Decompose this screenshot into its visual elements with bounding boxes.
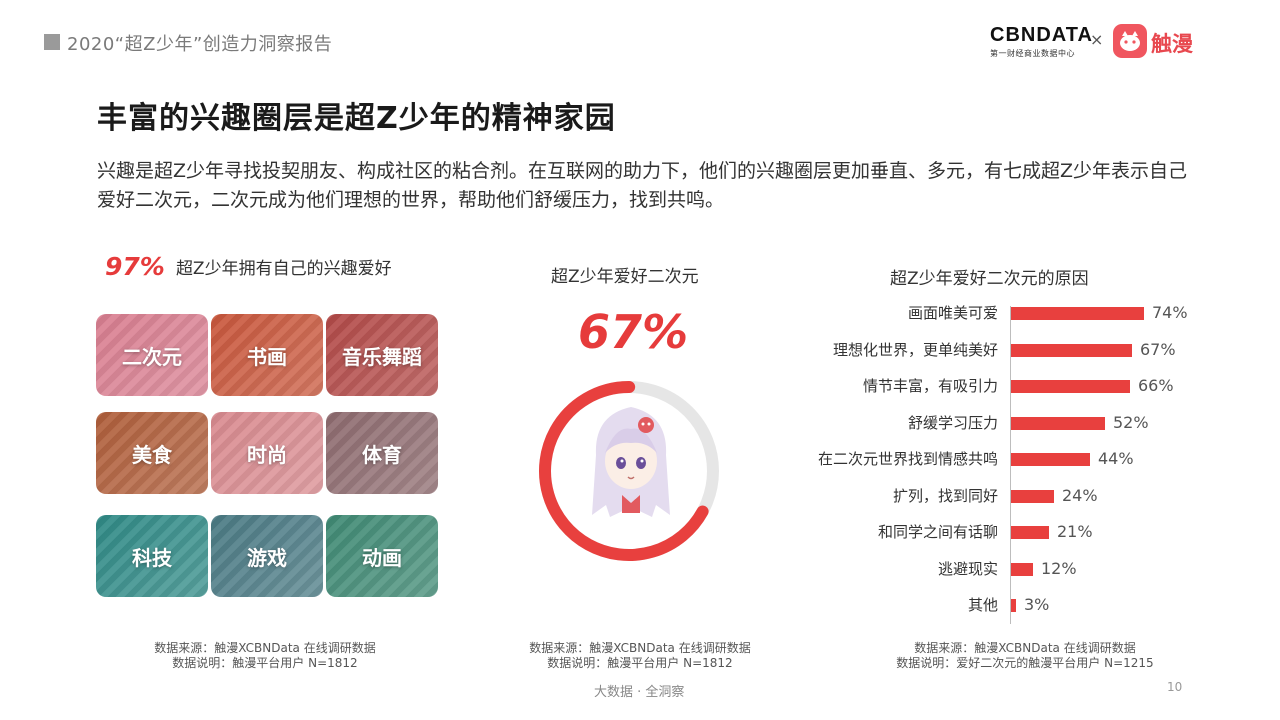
bar — [1011, 562, 1033, 576]
interest-label: 超Z少年拥有自己的兴趣爱好 — [175, 259, 392, 279]
bar-category-label: 逃避现实 — [937, 559, 998, 578]
right-source-line: 数据来源：触漫XCBNData 在线调研数据 — [914, 641, 1136, 655]
page-title: 丰富的兴趣圈层是超Z少年的精神家园 — [97, 101, 616, 136]
interest-tile: 科技 — [96, 515, 208, 597]
anime-donut — [539, 381, 719, 561]
bar-value-label: 52% — [1113, 412, 1149, 432]
interest-tile: 美食 — [96, 412, 208, 494]
interest-tiles: 二次元 书画 音乐舞蹈 美食 时尚 体育 科技 游戏 动画 — [96, 314, 438, 598]
bar-row: 其他 3% — [800, 595, 1220, 615]
bar — [1011, 343, 1132, 357]
interest-tile: 动画 — [326, 515, 438, 597]
interest-tile-label: 体育 — [362, 442, 402, 467]
interest-stat: 97% — [105, 252, 165, 281]
logo-separator: × — [1090, 30, 1104, 49]
interest-tile-label: 动画 — [362, 545, 402, 570]
bar-row: 情节丰富，有吸引力 66% — [800, 376, 1220, 396]
anime-stat: 67% — [578, 305, 689, 359]
bar-value-label: 67% — [1140, 339, 1176, 359]
footer-slogan: 大数据 · 全洞察 — [594, 685, 685, 700]
bar-category-label: 画面唯美可爱 — [907, 304, 998, 322]
intro-paragraph: 兴趣是超Z少年寻找投契朋友、构成社区的粘合剂。在互联网的助力下，他们的兴趣圈层更… — [97, 160, 1188, 211]
bar — [1011, 307, 1144, 320]
cbndata-logo-subtitle: 第一财经商业数据中心 — [990, 49, 1075, 58]
interest-tile-label: 游戏 — [247, 545, 287, 570]
bar-value-label: 21% — [1057, 522, 1093, 541]
bar-row: 画面唯美可爱 74% — [800, 303, 1220, 323]
interest-tile-label: 音乐舞蹈 — [342, 344, 422, 369]
anime-title: 超Z少年爱好二次元 — [551, 267, 699, 287]
interest-tile: 二次元 — [96, 314, 208, 396]
interest-tile-label: 科技 — [132, 545, 172, 570]
reasons-chart-axis — [1010, 306, 1011, 624]
interest-tile: 游戏 — [211, 515, 323, 597]
interest-tile-label: 书画 — [247, 344, 287, 369]
reasons-bar-chart: 画面唯美可爱 74% 理想化世界，更单纯美好 67% 情节丰富，有吸引力 66% 舒缓学习压… — [800, 303, 1220, 633]
anime-girl-mascot — [592, 407, 670, 517]
bar-value-label: 74% — [1152, 303, 1188, 322]
mid-source-note: 数据来源：触漫XCBNData 在线调研数据 数据说明：触漫平台用户 N=181… — [510, 641, 770, 671]
bar-row: 逃避现实 12% — [800, 559, 1220, 579]
bar-row: 扩列，找到同好 24% — [800, 486, 1220, 506]
reasons-chart-title: 超Z少年爱好二次元的原因 — [890, 269, 1089, 289]
right-source-note: 数据来源：触漫XCBNData 在线调研数据 数据说明：爱好二次元的触漫平台用户… — [880, 641, 1170, 671]
bar — [1011, 599, 1016, 612]
left-source-line: 数据来源：触漫XCBNData 在线调研数据 — [154, 641, 376, 655]
bar — [1011, 526, 1049, 539]
bar-row: 在二次元世界找到情感共鸣 44% — [800, 449, 1220, 469]
left-source-note: 数据来源：触漫XCBNData 在线调研数据 数据说明：触漫平台用户 N=181… — [130, 641, 400, 671]
bar-category-label: 和同学之间有话聊 — [877, 523, 998, 541]
bar-value-label: 44% — [1098, 449, 1134, 468]
chuman-logo-text: 触漫 — [1151, 32, 1193, 56]
interest-tile: 体育 — [326, 412, 438, 494]
bar-category-label: 其他 — [967, 596, 998, 614]
interest-tile: 时尚 — [211, 412, 323, 494]
bar-category-label: 在二次元世界找到情感共鸣 — [817, 450, 998, 468]
interest-tile-label: 美食 — [132, 442, 172, 467]
interest-tile-label: 时尚 — [247, 442, 287, 467]
bar — [1011, 489, 1054, 503]
report-title: 2020“超Z少年”创造力洞察报告 — [67, 34, 333, 55]
interest-tile: 音乐舞蹈 — [326, 314, 438, 396]
donut-progress — [539, 381, 719, 561]
bar-row: 舒缓学习压力 52% — [800, 413, 1220, 433]
bar — [1011, 453, 1090, 466]
mid-source-line: 数据来源：触漫XCBNData 在线调研数据 — [529, 641, 751, 655]
interest-heading: 97% 超Z少年拥有自己的兴趣爱好 — [105, 252, 392, 288]
interest-tile: 书画 — [211, 314, 323, 396]
left-source-desc: 数据说明：触漫平台用户 N=1812 — [172, 656, 358, 670]
bar-value-label: 3% — [1024, 595, 1050, 614]
bar-row: 和同学之间有话聊 21% — [800, 522, 1220, 542]
interest-tile-label: 二次元 — [122, 344, 182, 369]
bar-value-label: 24% — [1062, 485, 1098, 505]
bar-category-label: 情节丰富，有吸引力 — [862, 377, 998, 395]
bar-row: 理想化世界，更单纯美好 67% — [800, 340, 1220, 360]
right-source-desc: 数据说明：爱好二次元的触漫平台用户 N=1215 — [896, 656, 1154, 670]
bar-category-label: 理想化世界，更单纯美好 — [832, 340, 998, 359]
bar-value-label: 66% — [1138, 376, 1174, 395]
cbndata-logo-text: CBNDATA — [990, 24, 1093, 46]
bar-category-label: 扩列，找到同好 — [892, 486, 998, 505]
mid-source-desc: 数据说明：触漫平台用户 N=1812 — [547, 656, 733, 670]
bar-value-label: 12% — [1041, 558, 1077, 578]
bar-category-label: 舒缓学习压力 — [907, 413, 998, 432]
bar — [1011, 380, 1130, 393]
header-marker — [44, 34, 60, 50]
cbndata-logo: CBNDATA 第一财经商业数据中心 — [990, 24, 1093, 59]
bar — [1011, 416, 1105, 430]
chuman-logo-icon — [1113, 24, 1147, 58]
page-number: 10 — [1167, 680, 1183, 694]
